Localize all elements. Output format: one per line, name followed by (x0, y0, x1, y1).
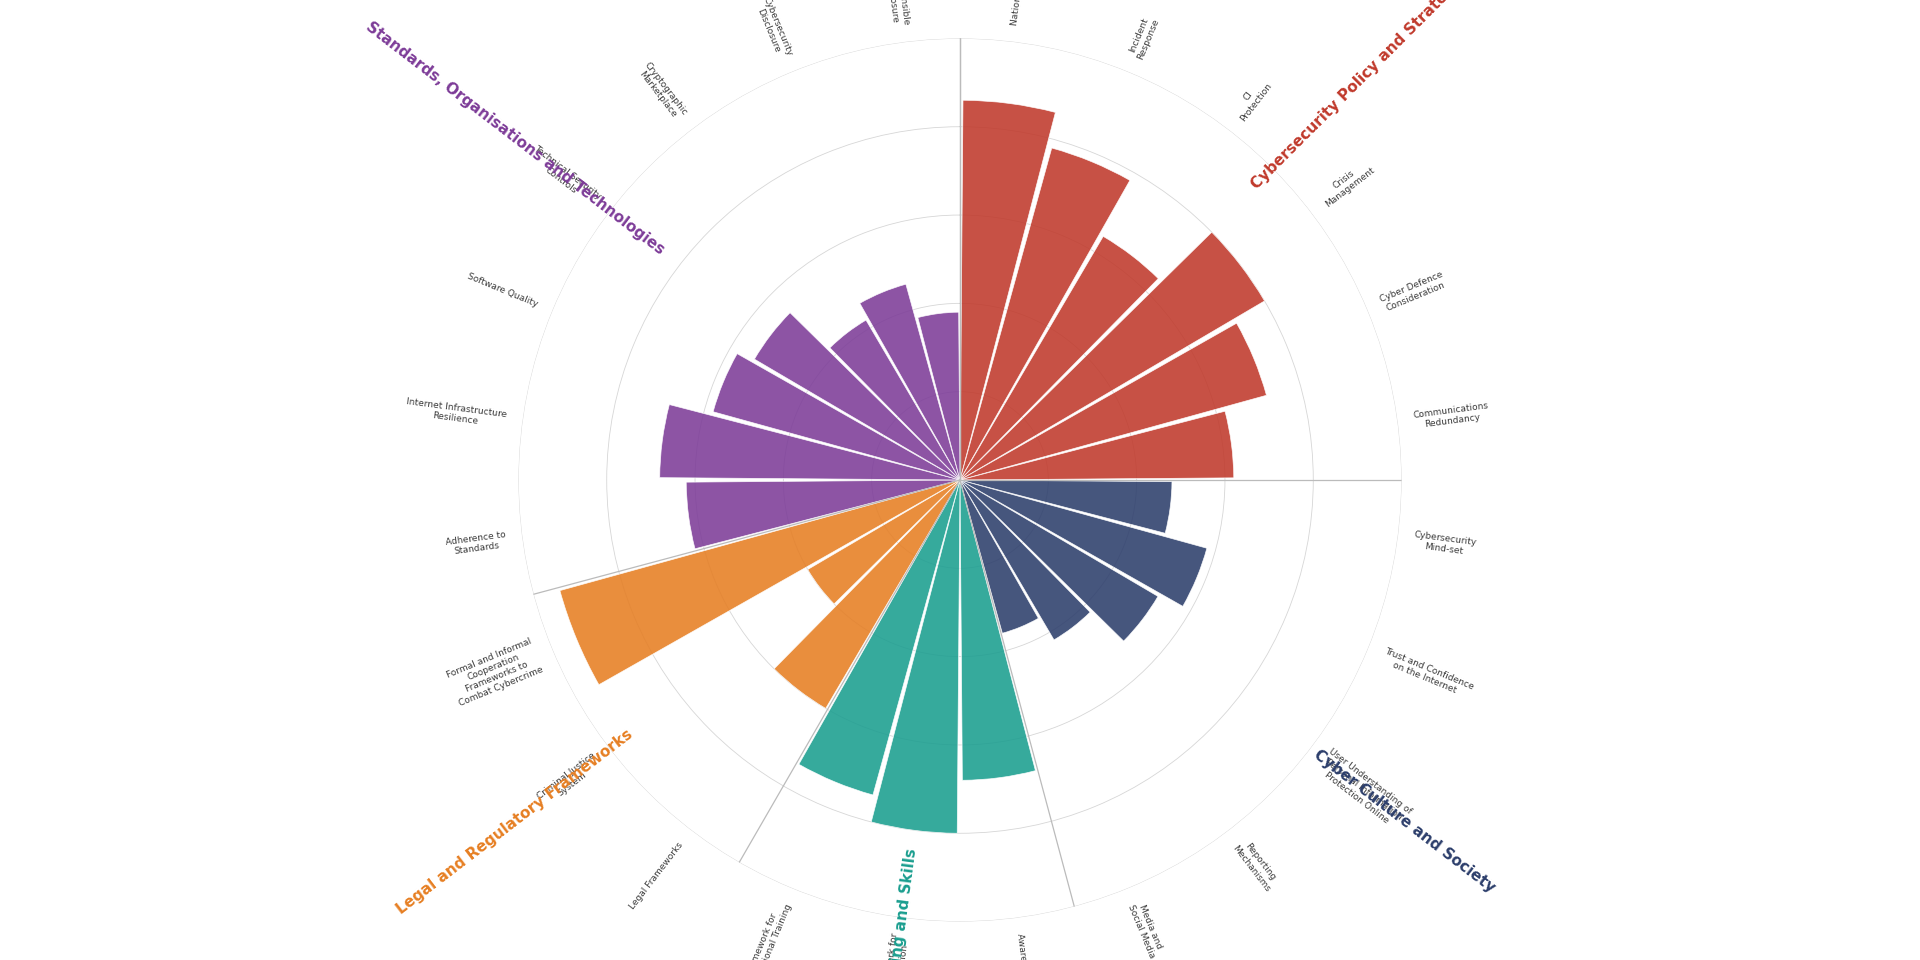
Bar (774, 480, 960, 708)
Bar (872, 480, 960, 833)
Text: Framework for
Professional Training: Framework for Professional Training (741, 899, 793, 960)
Text: Legal Frameworks: Legal Frameworks (628, 840, 685, 911)
Bar (960, 100, 1056, 480)
Text: Framework for
Education: Framework for Education (881, 932, 910, 960)
Text: Incident
Response: Incident Response (1127, 13, 1160, 61)
Text: Crisis
Management: Crisis Management (1317, 157, 1377, 209)
Bar (960, 480, 1158, 641)
Text: Legal and Regulatory Frameworks: Legal and Regulatory Frameworks (394, 727, 636, 917)
Text: Trust and Confidence
on the Internet: Trust and Confidence on the Internet (1379, 646, 1475, 701)
Text: Technical Security
Controls: Technical Security Controls (526, 144, 603, 209)
Text: Cyber Culture and Society: Cyber Culture and Society (1311, 747, 1498, 896)
Bar (755, 313, 960, 480)
Text: Media and
Social Media: Media and Social Media (1127, 899, 1165, 959)
Text: Reporting
Mechanisms: Reporting Mechanisms (1231, 837, 1281, 894)
Bar (799, 480, 960, 795)
Text: Communications
Redundancy: Communications Redundancy (1413, 400, 1490, 430)
Text: National Cybersecurity
Strategy: National Cybersecurity Strategy (1010, 0, 1043, 28)
Bar (960, 411, 1235, 480)
Text: Standards, Organisations and Technologies: Standards, Organisations and Technologie… (363, 19, 666, 257)
Bar (960, 480, 1171, 533)
Text: Adherence to
Standards: Adherence to Standards (445, 530, 507, 557)
Bar (960, 480, 1208, 607)
Bar (960, 232, 1265, 480)
Text: Cybersecurity Education, Training and Skills: Cybersecurity Education, Training and Sk… (854, 848, 920, 960)
Text: Criminal Justice
System: Criminal Justice System (536, 751, 603, 809)
Bar (960, 480, 1039, 634)
Text: Cybersecurity
Disclosure: Cybersecurity Disclosure (753, 0, 793, 61)
Bar (960, 480, 1035, 780)
Bar (829, 320, 960, 480)
Text: Cryptographic
Marketplace: Cryptographic Marketplace (636, 60, 689, 123)
Bar (808, 480, 960, 604)
Bar (960, 148, 1129, 480)
Bar (960, 236, 1158, 480)
Bar (685, 480, 960, 549)
Bar (918, 312, 960, 480)
Text: Cyber Defence
Consideration: Cyber Defence Consideration (1379, 270, 1448, 314)
Bar (561, 480, 960, 684)
Text: Responsible
Disclosure: Responsible Disclosure (883, 0, 910, 28)
Bar (712, 353, 960, 480)
Text: Cybersecurity Policy and Strategy: Cybersecurity Policy and Strategy (1248, 0, 1465, 192)
Bar (860, 284, 960, 480)
Text: Cybersecurity
Mind-set: Cybersecurity Mind-set (1413, 530, 1476, 558)
Text: Awareness Raising: Awareness Raising (1016, 933, 1035, 960)
Text: Formal and Informal
Cooperation
Frameworks to
Combat Cybercrime: Formal and Informal Cooperation Framewor… (445, 636, 545, 708)
Text: Software Quality: Software Quality (467, 272, 540, 309)
Bar (960, 324, 1267, 480)
Bar (660, 404, 960, 480)
Bar (960, 480, 1091, 640)
Text: User Understanding of
Personal Information
Protection Online: User Understanding of Personal Informati… (1313, 747, 1413, 832)
Text: Internet Infrastructure
Resilience: Internet Infrastructure Resilience (405, 397, 507, 430)
Text: CI
Protection: CI Protection (1231, 75, 1275, 123)
